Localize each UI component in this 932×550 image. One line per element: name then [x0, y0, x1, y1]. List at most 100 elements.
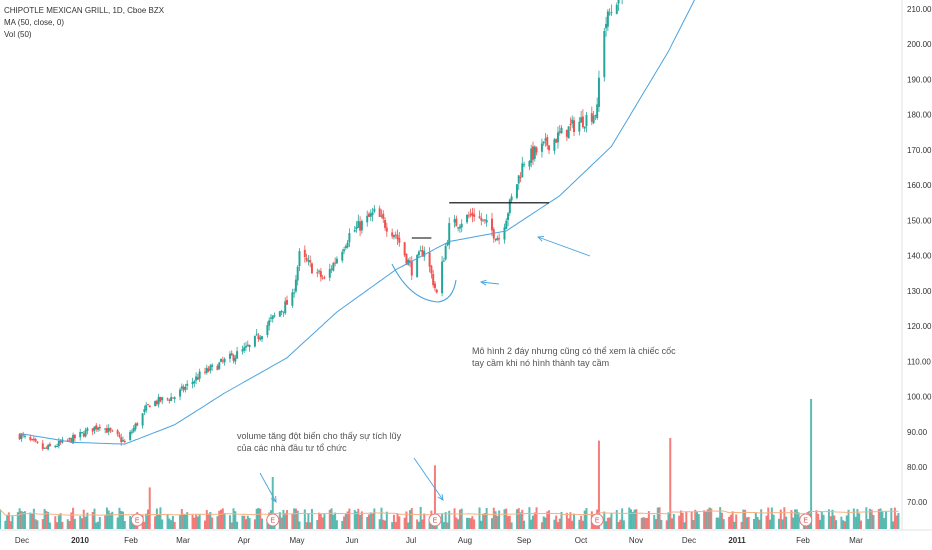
- earnings-marker-label: E: [803, 518, 808, 525]
- candle-body: [243, 347, 246, 351]
- volume-bar: [335, 520, 338, 529]
- earnings-marker[interactable]: [590, 513, 604, 527]
- volume-bar: [897, 512, 900, 529]
- candle-body: [442, 260, 445, 262]
- volume-bar: [18, 508, 21, 529]
- volume-bar: [845, 515, 848, 529]
- volume-bar: [697, 514, 700, 529]
- candle-body: [291, 292, 294, 306]
- earnings-marker[interactable]: [428, 513, 442, 527]
- volume-bar: [498, 510, 501, 529]
- candle-body: [319, 271, 322, 278]
- volume-bar: [23, 511, 26, 529]
- candle-body: [485, 220, 488, 223]
- candle-body: [515, 184, 518, 198]
- time-tick-label: Aug: [458, 536, 472, 545]
- candle-body: [343, 249, 346, 252]
- volume-arrow-2: [413, 457, 444, 501]
- earnings-marker-label: E: [135, 518, 140, 525]
- ma-arrow: [537, 236, 591, 257]
- candle-body: [191, 382, 194, 384]
- earnings-marker[interactable]: [799, 513, 813, 527]
- candle-body: [446, 242, 449, 246]
- volume-bar: [409, 510, 411, 529]
- volume-bar: [161, 519, 164, 529]
- price-tick-label: 140.00: [907, 252, 932, 261]
- candle-body: [107, 427, 110, 432]
- candle-body: [259, 337, 262, 340]
- candle-body: [186, 383, 189, 386]
- volume-bar: [109, 513, 112, 529]
- volume-bar: [635, 509, 638, 529]
- volume-bar: [719, 507, 722, 529]
- volume-bar: [831, 509, 834, 529]
- volume-bar: [6, 515, 9, 529]
- volume-bar: [278, 512, 281, 529]
- volume-bar: [391, 522, 394, 529]
- candle-body: [86, 428, 89, 432]
- candle-body: [605, 23, 608, 29]
- time-tick-label: Apr: [238, 536, 251, 545]
- candle-body: [494, 238, 497, 240]
- volume-bar: [448, 510, 451, 529]
- volume-bar: [544, 517, 547, 529]
- volume-bar: [193, 517, 196, 529]
- candle-body: [278, 311, 281, 317]
- candle-body: [268, 320, 271, 326]
- time-tick-label: 2010: [71, 536, 89, 545]
- candle-body: [310, 263, 313, 274]
- earnings-marker[interactable]: [266, 513, 280, 527]
- volume-bar: [170, 520, 173, 529]
- candle-body: [396, 234, 399, 240]
- candle-body: [241, 349, 244, 352]
- volume-bar: [469, 518, 472, 529]
- volume-bar: [72, 507, 75, 529]
- pattern-note-line1: Mô hình 2 đáy nhưng cũng có thể xem là c…: [472, 346, 676, 356]
- candle-body: [432, 273, 435, 286]
- volume-bar: [61, 521, 64, 529]
- candle-body: [403, 242, 406, 256]
- volume-bar: [569, 512, 572, 529]
- volume-bar: [881, 511, 884, 529]
- volume-bar: [173, 521, 176, 529]
- ma-indicator-label[interactable]: MA (50, close, 0): [4, 18, 65, 27]
- earnings-marker[interactable]: [130, 513, 144, 527]
- volume-bar: [107, 510, 110, 529]
- candle-body: [220, 359, 223, 362]
- volume-bar: [31, 513, 34, 529]
- candle-body: [548, 145, 551, 151]
- volume-bar: [665, 520, 668, 529]
- candle-body: [615, 4, 618, 14]
- volume-bar: [70, 512, 73, 529]
- price-axis[interactable]: 70.00 80.00 90.00 100.00 110.00 120.00 130.00 1…: [907, 5, 932, 507]
- volume-bar: [507, 516, 510, 529]
- price-tick-label: 120.00: [907, 322, 932, 331]
- volume-bar: [644, 517, 647, 529]
- time-axis[interactable]: Dec 2010 Feb Mar Apr May Jun Jul Aug Sep Oct Nov Dec…: [15, 536, 863, 545]
- volume-bar: [833, 515, 836, 529]
- pattern-note-line2: tay cầm khi nó hình thành tay cầm: [472, 358, 609, 368]
- candle-body: [216, 365, 219, 371]
- volume-bar: [166, 514, 169, 529]
- candle-body: [170, 397, 173, 401]
- volume-bar: [685, 511, 688, 529]
- volume-bar: [879, 508, 882, 529]
- price-tick-label: 160.00: [907, 181, 932, 190]
- candle-body: [546, 137, 549, 146]
- volume-bar: [865, 507, 868, 529]
- volume-bar: [583, 510, 586, 529]
- candle-body: [592, 115, 595, 124]
- volume-bar: [271, 477, 274, 529]
- volume-bar: [280, 517, 283, 529]
- candle-body: [455, 218, 458, 227]
- volume-indicator-label[interactable]: Vol (50): [4, 30, 32, 39]
- volume-note-line2: của các nhà đầu tư tổ chức: [237, 443, 347, 453]
- volume-bar: [890, 507, 893, 529]
- volume-bar: [334, 512, 337, 529]
- symbol-title[interactable]: CHIPOTLE MEXICAN GRILL, 1D, Cboe BZX: [4, 6, 165, 15]
- volume-bar: [494, 511, 497, 529]
- volume-bar: [7, 512, 10, 529]
- candle-body: [70, 438, 73, 443]
- candle-body: [410, 261, 413, 276]
